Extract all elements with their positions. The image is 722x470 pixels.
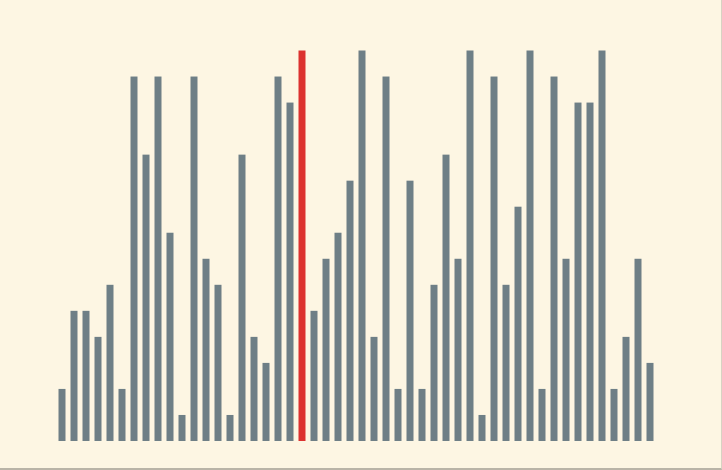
bar bbox=[394, 388, 402, 441]
bar bbox=[514, 206, 522, 441]
bar bbox=[286, 102, 294, 441]
bar bbox=[130, 76, 138, 441]
bar bbox=[598, 50, 606, 441]
bar bbox=[106, 284, 114, 441]
bar bbox=[562, 258, 570, 441]
bar bbox=[70, 310, 78, 441]
bar bbox=[478, 414, 486, 441]
bar bbox=[346, 180, 354, 442]
bar bbox=[526, 50, 534, 441]
bar bbox=[646, 362, 654, 441]
bar bbox=[466, 50, 474, 441]
bar bbox=[334, 232, 342, 441]
bar bbox=[154, 76, 162, 441]
bar bbox=[370, 336, 378, 441]
bar bbox=[250, 336, 258, 441]
bar bbox=[418, 388, 426, 441]
bar bbox=[634, 258, 642, 441]
bar bbox=[310, 310, 318, 441]
bar-group bbox=[58, 50, 654, 442]
bar bbox=[610, 388, 618, 441]
bar bbox=[322, 258, 330, 441]
bar bbox=[238, 154, 246, 441]
bar bbox=[406, 180, 414, 442]
bar bbox=[574, 102, 582, 441]
bar bbox=[262, 362, 270, 441]
bar bbox=[442, 154, 450, 441]
bar bbox=[430, 284, 438, 441]
bar bbox=[538, 388, 546, 441]
bar bbox=[166, 232, 174, 441]
bar bbox=[274, 76, 282, 441]
bar bbox=[382, 76, 390, 441]
bar bbox=[226, 414, 234, 441]
bar-highlighted bbox=[298, 50, 306, 441]
bar bbox=[118, 388, 126, 441]
bar bbox=[142, 154, 150, 441]
bar bbox=[58, 388, 66, 441]
bar bbox=[202, 258, 210, 441]
bar bbox=[490, 76, 498, 441]
bar bbox=[94, 336, 102, 441]
bar bbox=[502, 284, 510, 441]
bar bbox=[214, 284, 222, 441]
bar bbox=[550, 76, 558, 441]
bar bbox=[82, 310, 90, 441]
bar bbox=[622, 336, 630, 441]
bar bbox=[178, 414, 186, 441]
bar bbox=[358, 50, 366, 441]
bar bbox=[190, 76, 198, 441]
bar bbox=[586, 102, 594, 441]
bar bbox=[454, 258, 462, 441]
